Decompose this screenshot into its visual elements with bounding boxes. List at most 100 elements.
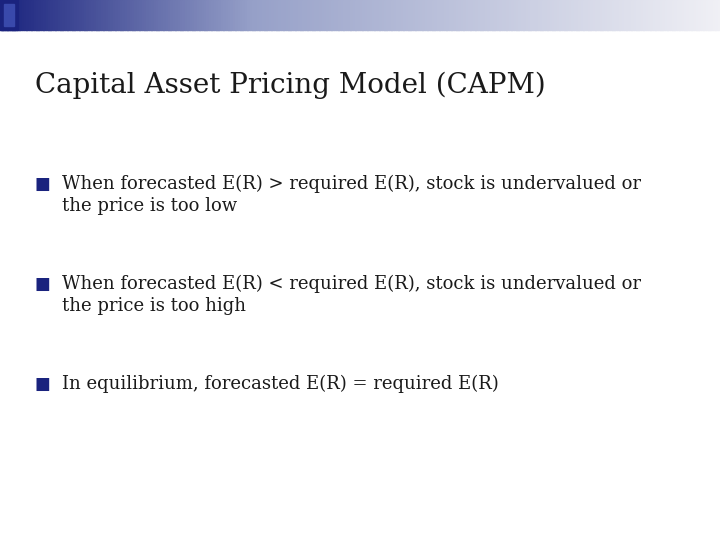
Bar xyxy=(665,0,667,30)
Bar xyxy=(166,0,168,30)
Bar xyxy=(516,0,519,30)
Bar xyxy=(569,0,572,30)
Bar xyxy=(254,0,257,30)
Bar xyxy=(718,0,720,30)
Bar xyxy=(391,0,394,30)
Bar xyxy=(204,0,207,30)
Bar xyxy=(643,0,646,30)
Bar xyxy=(650,0,653,30)
Bar xyxy=(194,0,197,30)
Bar xyxy=(384,0,387,30)
Bar xyxy=(377,0,379,30)
Bar xyxy=(387,0,390,30)
Bar xyxy=(531,0,534,30)
Bar xyxy=(5,0,8,30)
Bar xyxy=(197,0,199,30)
Bar xyxy=(297,0,300,30)
Bar xyxy=(547,0,550,30)
Bar xyxy=(427,0,430,30)
Bar xyxy=(24,0,27,30)
Bar xyxy=(682,0,685,30)
Bar xyxy=(475,0,478,30)
Bar xyxy=(209,0,212,30)
Bar xyxy=(715,0,718,30)
Bar xyxy=(322,0,325,30)
Bar xyxy=(293,0,296,30)
Bar xyxy=(34,0,37,30)
Bar xyxy=(161,0,163,30)
Bar xyxy=(605,0,608,30)
Bar xyxy=(223,0,226,30)
Bar xyxy=(305,0,307,30)
Bar xyxy=(600,0,603,30)
Bar xyxy=(240,0,243,30)
Bar xyxy=(336,0,339,30)
Bar xyxy=(261,0,264,30)
Bar xyxy=(629,0,631,30)
Bar xyxy=(434,0,437,30)
Bar xyxy=(490,0,492,30)
Bar xyxy=(72,0,75,30)
Bar xyxy=(168,0,171,30)
Bar xyxy=(624,0,627,30)
Bar xyxy=(451,0,454,30)
Bar xyxy=(487,0,490,30)
Bar xyxy=(374,0,377,30)
Bar xyxy=(535,0,538,30)
Bar xyxy=(430,0,433,30)
Bar xyxy=(418,0,420,30)
Bar xyxy=(329,0,332,30)
Bar xyxy=(243,0,246,30)
Bar xyxy=(641,0,644,30)
Bar xyxy=(626,0,629,30)
Bar xyxy=(504,0,507,30)
Bar xyxy=(689,0,692,30)
Bar xyxy=(144,0,147,30)
Bar xyxy=(353,0,356,30)
Bar xyxy=(631,0,634,30)
Bar xyxy=(115,0,118,30)
Text: Capital Asset Pricing Model (CAPM): Capital Asset Pricing Model (CAPM) xyxy=(35,72,546,99)
Bar xyxy=(362,0,365,30)
Bar xyxy=(99,0,102,30)
Bar xyxy=(257,0,260,30)
Bar xyxy=(583,0,586,30)
Bar xyxy=(110,0,113,30)
Bar xyxy=(290,0,293,30)
Bar xyxy=(619,0,622,30)
Bar xyxy=(319,0,322,30)
Bar xyxy=(286,0,289,30)
Bar xyxy=(315,0,318,30)
Bar xyxy=(310,0,312,30)
Bar xyxy=(398,0,401,30)
Bar xyxy=(173,0,176,30)
Bar xyxy=(691,0,694,30)
Bar xyxy=(341,0,343,30)
Bar xyxy=(53,0,55,30)
Bar xyxy=(401,0,404,30)
Bar xyxy=(667,0,670,30)
Bar xyxy=(221,0,224,30)
Bar xyxy=(405,0,408,30)
Bar xyxy=(108,0,111,30)
Bar xyxy=(432,0,435,30)
Bar xyxy=(91,0,94,30)
Bar xyxy=(12,0,15,30)
Bar xyxy=(657,0,660,30)
Bar xyxy=(495,0,498,30)
Bar xyxy=(562,0,564,30)
Bar xyxy=(84,0,87,30)
Bar xyxy=(595,0,598,30)
Bar xyxy=(70,0,73,30)
Bar xyxy=(38,0,41,30)
Bar xyxy=(358,0,361,30)
Bar xyxy=(276,0,279,30)
Bar xyxy=(79,0,82,30)
Bar xyxy=(153,0,156,30)
Bar xyxy=(175,0,178,30)
Bar xyxy=(106,0,109,30)
Bar xyxy=(19,0,22,30)
Bar xyxy=(207,0,210,30)
Bar xyxy=(65,0,68,30)
Bar xyxy=(617,0,620,30)
